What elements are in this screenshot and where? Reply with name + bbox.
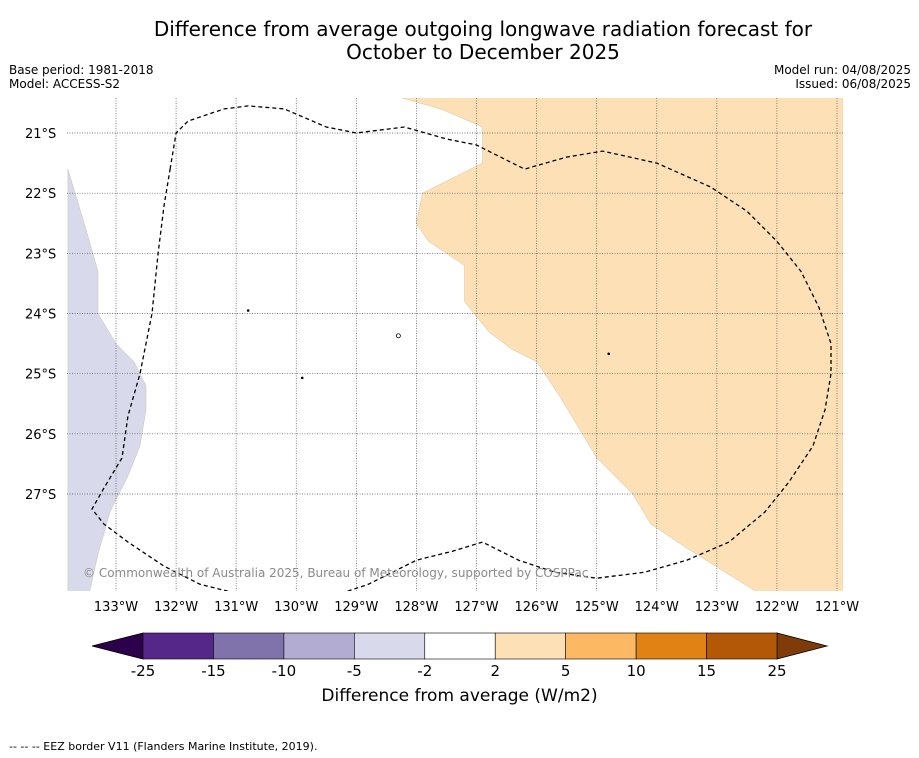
colorbar-tick-label: 10 xyxy=(627,662,646,680)
map-title: Difference from average outgoing longwav… xyxy=(0,18,919,64)
lon-label: 123°W xyxy=(695,600,739,615)
longitude-labels: 133°W 132°W 131°W 130°W 129°W 128°W 127°W 126°W… xyxy=(94,600,859,615)
lon-label: 133°W xyxy=(94,600,138,615)
colorbar-tick-label: 5 xyxy=(561,662,571,680)
colorbar-swatch xyxy=(424,632,496,660)
colorbar-tick-label: -25 xyxy=(131,662,156,680)
lat-label: 23°S xyxy=(25,247,56,262)
colorbar-swatch xyxy=(283,632,355,660)
lon-label: 132°W xyxy=(154,600,198,615)
lat-label: 24°S xyxy=(25,308,56,323)
meta-left: Base period: 1981-2018 Model: ACCESS-S2 xyxy=(9,63,154,91)
map-canvas: 21°S22°S23°S24°S25°S26°S27°S 133°W 132°W 1… xyxy=(25,98,859,680)
copyright-text: © Commonwealth of Australia 2025, Bureau… xyxy=(83,566,588,580)
lat-label: 25°S xyxy=(25,368,56,383)
colorbar-swatch xyxy=(706,632,778,660)
colorbar-tick-labels: -25 -15 -10 -5 -2 2 5 10 15 25 xyxy=(131,662,787,680)
base-period-text: Base period: 1981-2018 xyxy=(9,63,154,77)
lon-label: 128°W xyxy=(394,600,438,615)
colorbar-tick-label: -10 xyxy=(272,662,297,680)
lon-label: 127°W xyxy=(454,600,498,615)
lon-label: 125°W xyxy=(575,600,619,615)
issued-text: Issued: 06/08/2025 xyxy=(795,77,911,91)
colorbar xyxy=(91,632,829,660)
title-line-1: Difference from average outgoing longwav… xyxy=(153,17,813,41)
colorbar-swatch xyxy=(494,632,566,660)
colorbar-tick-label: 25 xyxy=(767,662,786,680)
island-c xyxy=(395,333,401,339)
positive-anomaly-region xyxy=(401,98,843,591)
footer-note: -- -- -- EEZ border V11 (Flanders Marine… xyxy=(9,740,318,753)
negative-anomaly-region xyxy=(67,169,147,591)
colorbar-title: Difference from average (W/m2) xyxy=(321,686,598,706)
colorbar-swatch xyxy=(142,632,214,660)
colorbar-swatch xyxy=(635,632,707,660)
lat-label: 22°S xyxy=(25,187,56,202)
colorbar-tick-label: 2 xyxy=(490,662,500,680)
lon-label: 131°W xyxy=(214,600,258,615)
colorbar-tick-label: -15 xyxy=(201,662,226,680)
lon-label: 126°W xyxy=(514,600,558,615)
colorbar-swatch xyxy=(213,632,285,660)
lon-label: 129°W xyxy=(334,600,378,615)
colorbar-under-arrow xyxy=(91,632,144,660)
lon-label: 124°W xyxy=(635,600,679,615)
model-run-text: Model run: 04/08/2025 xyxy=(773,63,911,77)
lat-label: 26°S xyxy=(25,428,56,443)
colorbar-tick-label: -5 xyxy=(347,662,362,680)
anomaly-regions xyxy=(67,98,843,591)
colorbar-tick-label: 15 xyxy=(697,662,716,680)
graticule xyxy=(67,98,843,591)
island-a xyxy=(246,309,250,312)
lon-label: 122°W xyxy=(755,600,799,615)
island-d xyxy=(607,352,610,356)
colorbar-swatch xyxy=(354,632,426,660)
colorbar-swatch xyxy=(565,632,637,660)
colorbar-over-arrow xyxy=(776,632,829,660)
lon-label: 130°W xyxy=(274,600,318,615)
colorbar-tick-label: -2 xyxy=(417,662,432,680)
title-line-2: October to December 2025 xyxy=(346,40,620,64)
latitude-labels: 21°S 22°S 23°S 24°S 25°S 26°S 27°S xyxy=(25,127,56,503)
lat-label: 27°S xyxy=(25,488,56,503)
island-b xyxy=(300,376,304,380)
meta-right: Model run: 04/08/2025 Issued: 06/08/2025 xyxy=(774,63,911,91)
map-plot-area xyxy=(67,98,843,591)
lat-label: 21°S xyxy=(25,127,56,142)
model-text: Model: ACCESS-S2 xyxy=(9,77,121,91)
islands xyxy=(246,309,610,380)
lon-label: 121°W xyxy=(815,600,859,615)
